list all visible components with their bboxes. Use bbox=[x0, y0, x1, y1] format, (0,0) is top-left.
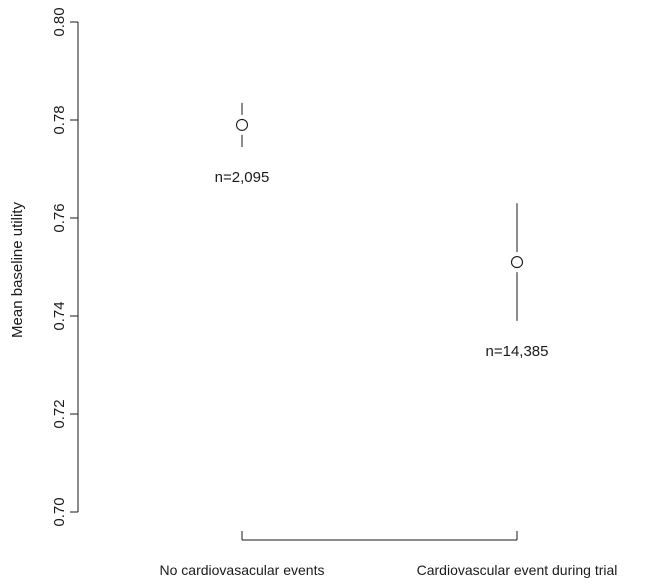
y-tick-label: 0.74 bbox=[51, 301, 68, 330]
y-tick-label: 0.70 bbox=[51, 497, 68, 526]
sample-size-label: n=2,095 bbox=[215, 169, 270, 186]
mean-point bbox=[235, 118, 249, 131]
plot-marks: n=2,095 n=14,385 bbox=[215, 102, 549, 360]
x-tick-label: Cardiovascular event during trial bbox=[417, 562, 618, 578]
y-tick-label: 0.72 bbox=[51, 399, 68, 428]
sample-size-label: n=14,385 bbox=[486, 343, 549, 360]
y-axis-label: Mean baseline utility bbox=[9, 202, 26, 338]
y-tick-label: 0.80 bbox=[51, 7, 68, 36]
x-axis: No cardiovasacular events Cardiovascular … bbox=[160, 531, 618, 578]
mean-point bbox=[510, 256, 524, 269]
y-tick-label: 0.78 bbox=[51, 105, 68, 134]
x-tick-label: No cardiovasacular events bbox=[160, 562, 325, 578]
y-axis: 0.70 0.72 0.74 0.76 0.78 0.80 bbox=[51, 7, 79, 527]
y-tick-label: 0.76 bbox=[51, 203, 68, 232]
